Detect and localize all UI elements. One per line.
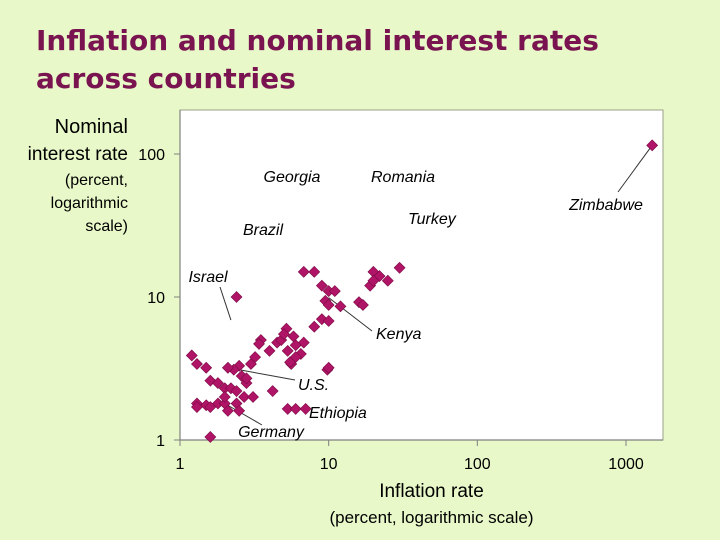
data-point <box>185 349 198 362</box>
data-point <box>266 385 279 397</box>
data-point <box>367 274 380 287</box>
y-tick-label: 10 <box>147 290 165 307</box>
annotation-ethiopia: Ethiopia <box>309 405 367 422</box>
data-point <box>230 291 243 303</box>
annotation-brazil: Brazil <box>243 222 283 239</box>
annotation-romania: Romania <box>371 169 435 186</box>
annotation-u-s: U.S. <box>298 377 329 394</box>
data-point <box>334 300 347 313</box>
data-point <box>646 139 659 152</box>
x-tick-label: 100 <box>464 456 491 473</box>
data-point <box>200 361 213 374</box>
annotation-turkey: Turkey <box>408 211 457 228</box>
y-tick-label: 100 <box>138 147 165 164</box>
x-tick-label: 1000 <box>608 456 644 473</box>
data-point <box>299 402 312 415</box>
data-point <box>281 402 294 415</box>
annotation-leader-line <box>239 369 296 381</box>
data-point <box>191 401 203 413</box>
data-point <box>245 358 257 370</box>
data-point <box>308 265 321 278</box>
data-point <box>204 401 217 413</box>
data-point <box>204 431 217 443</box>
annotation-leader-line <box>328 297 373 332</box>
annotation-leader-line <box>219 286 232 321</box>
data-point <box>297 265 310 278</box>
annotation-kenya: Kenya <box>376 326 421 343</box>
annotation-georgia: Georgia <box>264 169 321 186</box>
annotation-leader-line <box>617 145 653 193</box>
annotation-israel: Israel <box>188 269 228 286</box>
data-point <box>381 274 394 287</box>
y-axis-label-line: Nominal <box>54 116 128 138</box>
data-point <box>238 391 251 403</box>
x-tick-label: 1 <box>176 456 185 473</box>
data-point <box>284 356 296 369</box>
data-point <box>322 361 335 374</box>
data-point <box>322 315 335 327</box>
data-point <box>289 339 302 352</box>
data-point <box>212 377 224 390</box>
y-tick-label: 1 <box>156 433 165 450</box>
data-point <box>289 402 302 415</box>
slide-title: Inflation and nominal interest rates acr… <box>36 24 599 95</box>
annotation-leader-line <box>224 403 263 426</box>
data-point <box>221 361 234 374</box>
data-point <box>253 337 265 350</box>
y-axis-label-line: scale) <box>85 218 128 235</box>
y-axis-label-line: logarithmic <box>50 195 128 212</box>
x-axis-sublabel: (percent, logarithmic scale) <box>329 508 534 527</box>
data-point <box>281 344 294 357</box>
data-point <box>328 285 341 298</box>
data-point <box>218 391 231 403</box>
data-point <box>393 261 406 274</box>
y-axis-label-line: (percent, <box>64 172 128 189</box>
data-point <box>247 391 259 403</box>
data-point <box>240 372 253 385</box>
data-point <box>308 320 321 333</box>
data-point <box>233 404 246 417</box>
data-point <box>322 299 335 311</box>
data-point <box>263 344 276 357</box>
x-tick-label: 10 <box>320 456 338 473</box>
data-point <box>230 385 243 397</box>
annotation-germany: Germany <box>238 424 305 441</box>
data-point <box>357 299 369 311</box>
data-point <box>277 328 290 341</box>
y-axis-label-line: interest rate <box>27 144 128 165</box>
data-point <box>315 279 328 292</box>
plot-area <box>179 109 664 441</box>
x-axis-label: Inflation rate <box>379 481 484 502</box>
annotation-zimbabwe: Zimbabwe <box>568 197 643 214</box>
data-point <box>191 358 203 370</box>
data-point <box>221 404 234 417</box>
